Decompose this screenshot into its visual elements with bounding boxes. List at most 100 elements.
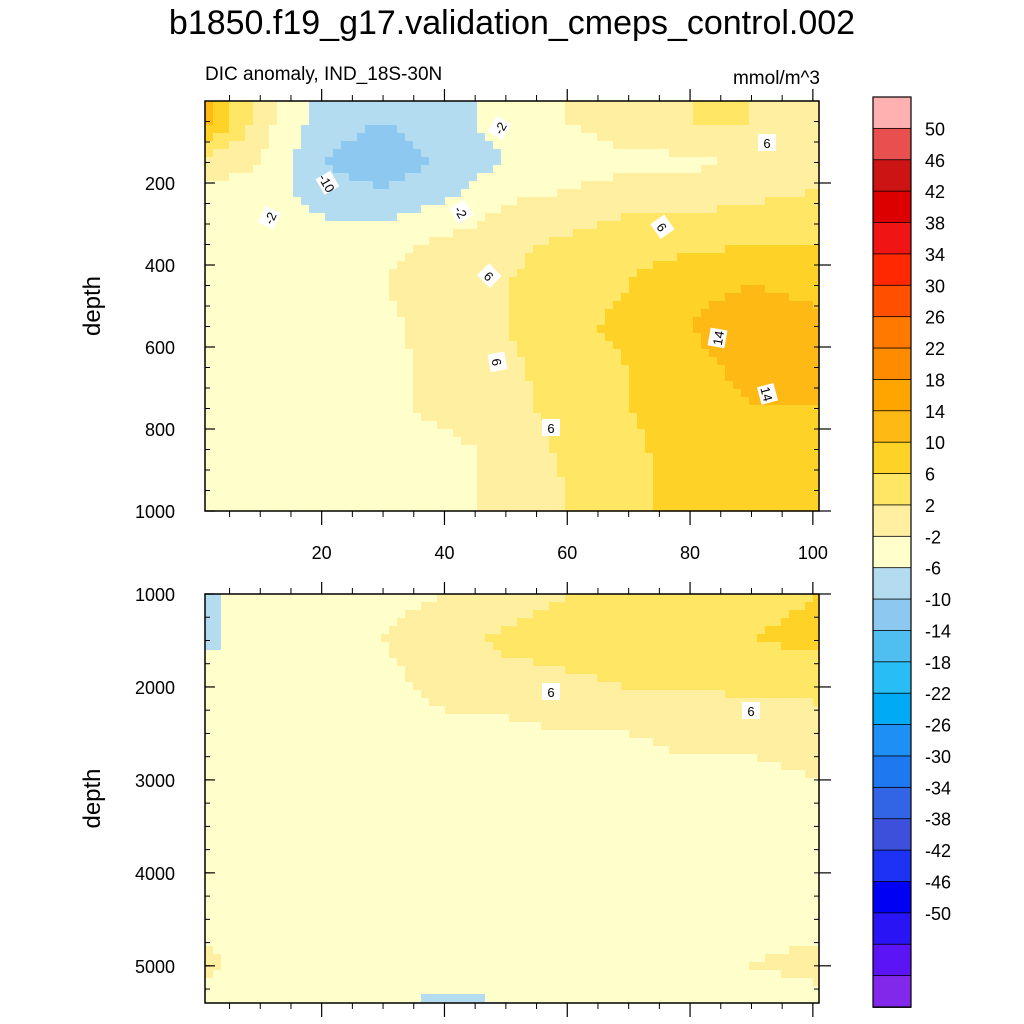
lower-field-cell [349, 642, 358, 651]
lower-field-cell [229, 626, 238, 635]
lower-field-cell [709, 650, 718, 659]
lower-field-cell [469, 666, 478, 675]
upper-field-cell [797, 109, 806, 118]
upper-field-cell [685, 485, 694, 494]
upper-field-cell [533, 253, 542, 262]
lower-field-cell [709, 642, 718, 651]
upper-field-cell [613, 101, 622, 110]
upper-field-cell [661, 101, 670, 110]
lower-field-cell [333, 626, 342, 635]
upper-field-cell [381, 189, 390, 198]
upper-field-cell [421, 293, 430, 302]
upper-field-cell [509, 285, 518, 294]
upper-field-cell [573, 277, 582, 286]
upper-field-cell [301, 101, 310, 110]
upper-field-cell [205, 141, 214, 150]
upper-field-cell [725, 341, 734, 350]
upper-field-cell [549, 349, 558, 358]
lower-field-cell [749, 658, 758, 667]
upper-field-cell [629, 381, 638, 390]
upper-field-cell [589, 109, 598, 118]
upper-field-cell [501, 501, 510, 510]
upper-field-cell [525, 101, 534, 110]
lower-field-cell [661, 666, 670, 675]
upper-field-cell [701, 309, 710, 318]
upper-field-cell [765, 333, 774, 342]
upper-field-cell [245, 325, 254, 334]
upper-field-cell [205, 317, 214, 326]
upper-field-cell [301, 133, 310, 142]
upper-field-cell [509, 397, 518, 406]
lower-field-cell [373, 666, 382, 675]
upper-field-cell [301, 189, 310, 198]
lower-field-cell [413, 682, 422, 691]
upper-field-cell [557, 485, 566, 494]
upper-field-cell [293, 485, 302, 494]
upper-field-cell [237, 197, 246, 206]
lower-field-cell [509, 594, 518, 603]
lower-field-cell [573, 626, 582, 635]
upper-field-cell [237, 397, 246, 406]
upper-field-cell [533, 309, 542, 318]
upper-field-cell [749, 237, 758, 246]
upper-field-cell [549, 405, 558, 414]
upper-ytick-label: 200 [145, 174, 175, 194]
lower-field-cell [205, 594, 214, 603]
lower-field-cell [797, 666, 806, 675]
upper-field-cell [645, 221, 654, 230]
upper-field-cell [749, 157, 758, 166]
lower-field-cell [509, 674, 518, 683]
lower-field-cell [773, 658, 782, 667]
upper-field-cell [453, 381, 462, 390]
upper-field-cell [797, 397, 806, 406]
upper-field-cell [813, 357, 820, 366]
upper-field-cell [309, 493, 318, 502]
upper-field-cell [669, 213, 678, 222]
upper-field-cell [581, 453, 590, 462]
upper-field-cell [773, 365, 782, 374]
upper-field-cell [325, 213, 334, 222]
lower-field-cell [733, 634, 742, 643]
lower-field-cell [237, 610, 246, 619]
lower-field-cell [413, 602, 422, 611]
upper-field-cell [437, 221, 446, 230]
upper-field-cell [653, 245, 662, 254]
upper-field-cell [637, 205, 646, 214]
upper-field-cell [725, 237, 734, 246]
upper-field-cell [565, 485, 574, 494]
upper-field-cell [413, 405, 422, 414]
upper-field-cell [229, 173, 238, 182]
upper-field-cell [709, 133, 718, 142]
upper-field-cell [229, 181, 238, 190]
upper-field-cell [453, 229, 462, 238]
lower-field-cell [437, 682, 446, 691]
upper-field-cell [245, 493, 254, 502]
upper-field-cell [333, 493, 342, 502]
upper-field-cell [757, 325, 766, 334]
upper-field-cell [781, 317, 790, 326]
upper-field-cell [325, 485, 334, 494]
lower-field-cell [261, 626, 270, 635]
upper-field-cell [693, 165, 702, 174]
upper-field-cell [741, 293, 750, 302]
upper-field-cell [357, 397, 366, 406]
upper-field-cell [517, 405, 526, 414]
upper-field-cell [701, 253, 710, 262]
upper-field-cell [405, 461, 414, 470]
upper-field-cell [589, 421, 598, 430]
upper-field-cell [525, 269, 534, 278]
upper-field-cell [237, 173, 246, 182]
upper-field-cell [613, 205, 622, 214]
upper-field-cell [413, 125, 422, 134]
lower-field-cell [789, 602, 798, 611]
upper-field-cell [261, 149, 270, 158]
lower-field-cell [245, 594, 254, 603]
upper-field-cell [405, 237, 414, 246]
upper-field-cell [557, 453, 566, 462]
upper-field-cell [477, 101, 486, 110]
upper-field-cell [469, 389, 478, 398]
upper-field-cell [469, 277, 478, 286]
upper-field-cell [725, 285, 734, 294]
lower-field-cell [661, 674, 670, 683]
upper-field-cell [373, 117, 382, 126]
